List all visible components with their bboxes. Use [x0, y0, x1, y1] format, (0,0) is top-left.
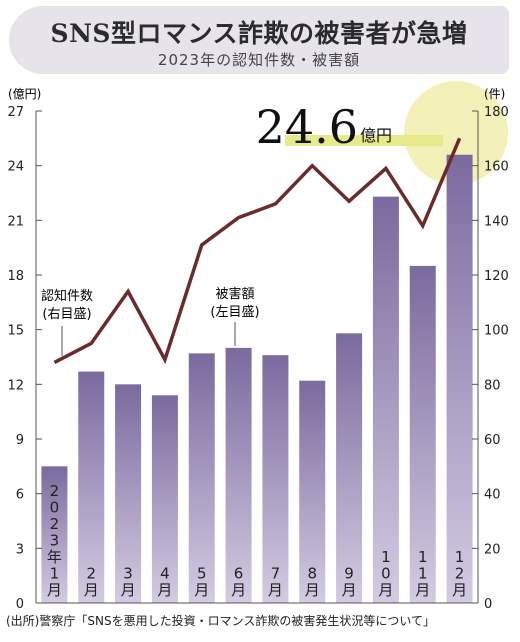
annotation-underline — [285, 135, 443, 146]
annotation-unit: 億円 — [360, 126, 392, 145]
right-tick-label: 0 — [484, 597, 492, 612]
legend-count-scale: (右目盛) — [42, 307, 91, 322]
left-tick-label: 15 — [7, 324, 24, 339]
left-tick-label: 21 — [7, 214, 24, 229]
right-tick-label: 60 — [484, 433, 501, 448]
right-tick-label: 40 — [484, 488, 501, 503]
annotation-value: 24.6 — [256, 100, 358, 154]
legend-amount-label: 被害額 — [215, 286, 254, 302]
series-line-count — [53, 137, 462, 365]
bar-1 — [41, 466, 68, 603]
left-tick-label: 24 — [7, 160, 24, 175]
left-tick-label: 18 — [7, 269, 24, 284]
right-tick-label: 100 — [484, 324, 509, 339]
right-tick-label: 180 — [484, 105, 509, 120]
bar-9 — [336, 333, 363, 603]
right-axis-unit: (件) — [484, 87, 505, 101]
left-tick-label: 27 — [7, 105, 24, 120]
chart-header: SNS型ロマンス詐欺の被害者が急増 2023年の認知件数・被害額 — [9, 6, 509, 74]
left-tick-label: 3 — [16, 542, 24, 557]
left-tick-label: 12 — [7, 378, 24, 393]
chart-subtitle: 2023年の認知件数・被害額 — [157, 51, 361, 69]
source-note: (出所)警察庁「SNSを悪用した投資・ロマンス詐欺の被害発生状況等について」 — [6, 614, 435, 628]
right-tick-label: 120 — [484, 269, 509, 284]
bar-3 — [115, 384, 142, 603]
chart-title: SNS型ロマンス詐欺の被害者が急増 — [50, 19, 468, 48]
bar-8 — [299, 380, 326, 603]
legend-amount-scale: (左目盛) — [210, 305, 259, 320]
bar-6 — [225, 347, 252, 603]
bar-2 — [78, 371, 105, 603]
left-tick-label: 6 — [16, 488, 24, 503]
right-tick-label: 140 — [484, 214, 509, 229]
left-tick-label: 9 — [16, 433, 24, 448]
bar-12 — [446, 154, 473, 603]
right-tick-label: 80 — [484, 378, 501, 393]
bar-4 — [151, 395, 178, 603]
right-tick-label: 20 — [484, 542, 501, 557]
bar-10 — [372, 196, 399, 603]
left-axis-unit: (億円) — [8, 87, 41, 101]
bar-7 — [262, 355, 289, 603]
highlight-circle — [404, 81, 508, 185]
right-tick-label: 160 — [484, 160, 509, 175]
bar-5 — [188, 353, 215, 603]
left-tick-label: 0 — [16, 597, 24, 612]
legend-count-label: 認知件数 — [41, 288, 93, 304]
bar-11 — [409, 265, 436, 603]
